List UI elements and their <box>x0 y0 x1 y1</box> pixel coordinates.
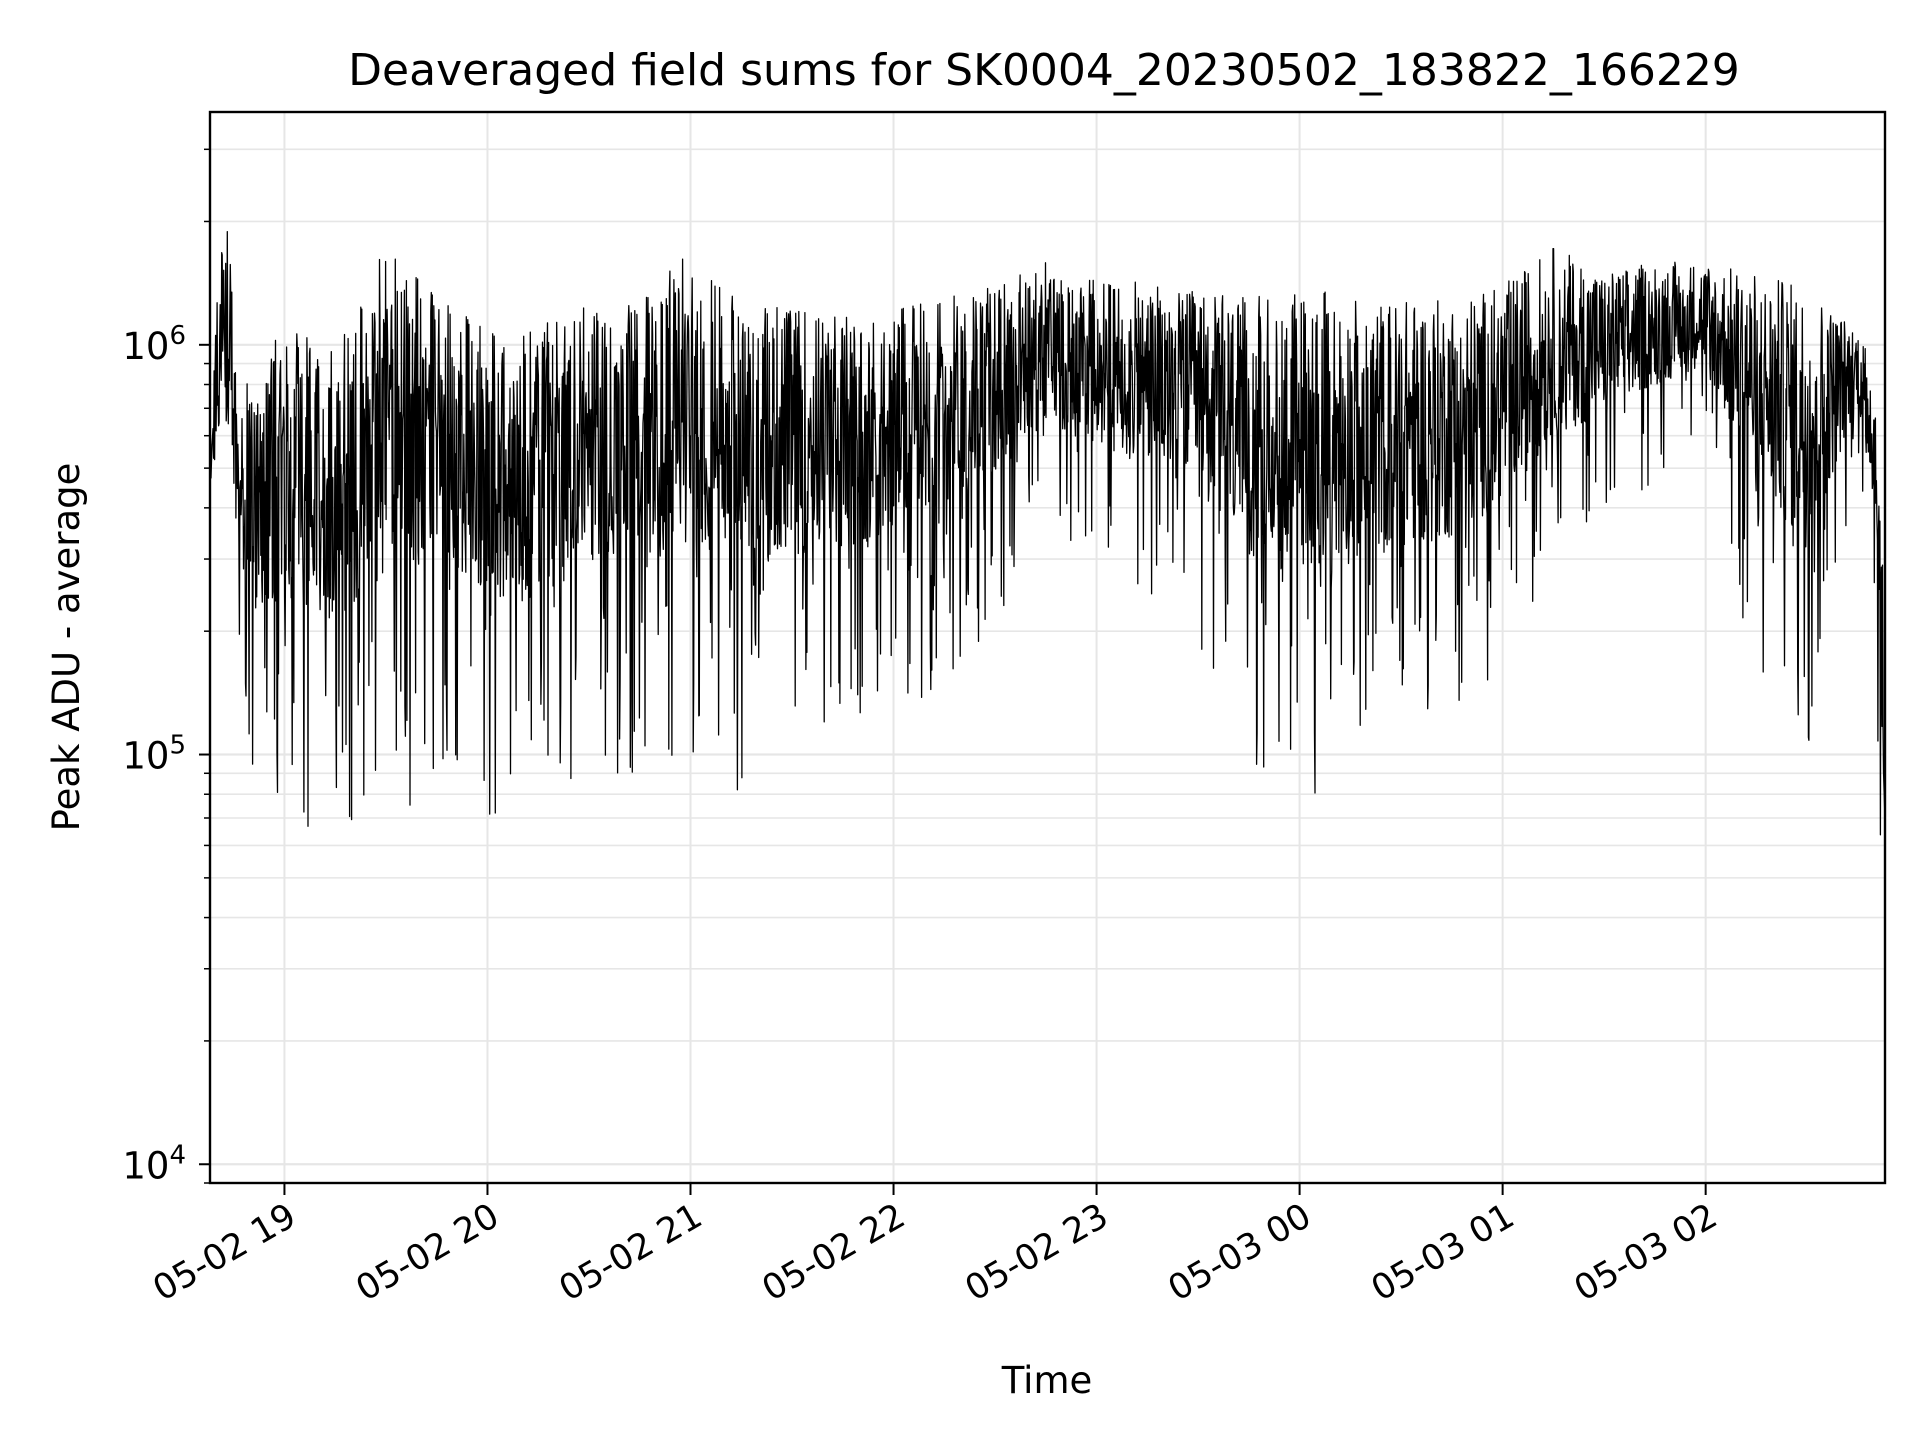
x-axis-label: Time <box>1001 1359 1093 1402</box>
y-axis-label: Peak ADU - average <box>45 463 88 832</box>
y-tick-label: 104 <box>122 1140 186 1187</box>
chart-title: Deaveraged field sums for SK0004_2023050… <box>348 45 1740 96</box>
y-tick-exponent: 6 <box>169 321 186 351</box>
y-tick-base: 10 <box>122 1144 169 1187</box>
y-tick-base: 10 <box>122 325 169 368</box>
y-tick-base: 10 <box>122 735 169 778</box>
axes-frame <box>208 110 1887 1185</box>
plot-area <box>208 110 1887 1185</box>
y-tick-exponent: 4 <box>169 1140 186 1170</box>
data-layer <box>209 230 1886 836</box>
y-tick-label: 105 <box>122 731 186 778</box>
y-tick-exponent: 5 <box>169 731 186 761</box>
y-tick-label: 106 <box>122 321 186 368</box>
series-line <box>209 230 1886 836</box>
